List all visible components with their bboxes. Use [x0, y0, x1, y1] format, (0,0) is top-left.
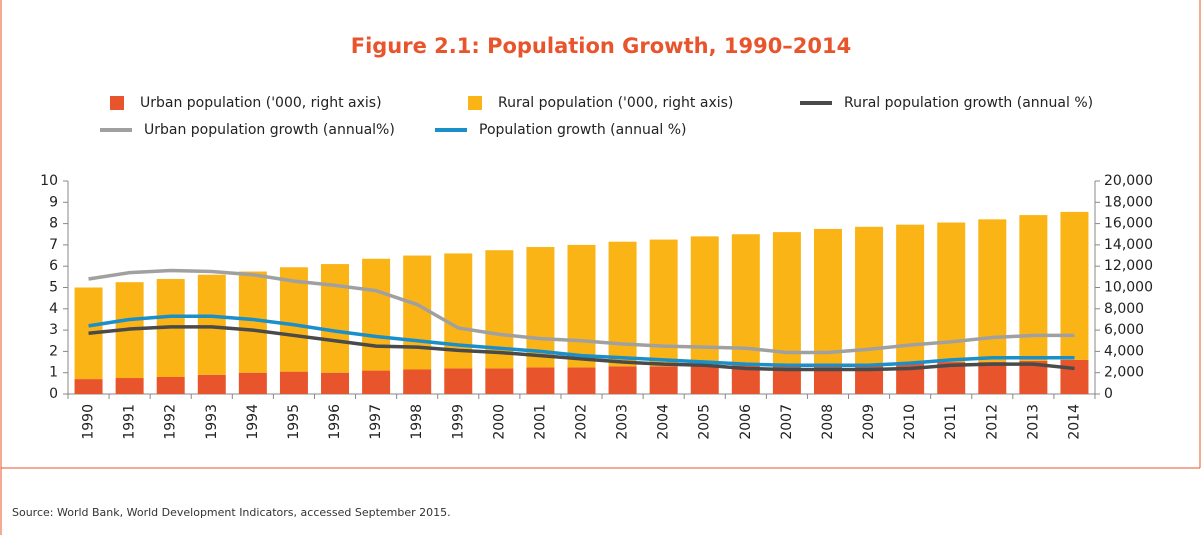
bar — [896, 224, 925, 364]
legend-swatch — [468, 96, 482, 110]
bar — [813, 228, 842, 365]
x-tick-label: 2012 — [984, 404, 1000, 440]
x-tick-label: 2009 — [861, 404, 877, 440]
x-tick-label: 1997 — [368, 404, 384, 440]
x-tick-label: 1995 — [286, 404, 302, 440]
x-tick-label: 2005 — [697, 404, 713, 440]
bar — [362, 370, 391, 394]
y-tick-label: 1 — [49, 365, 58, 381]
legend-swatch — [110, 96, 124, 110]
x-tick-label: 2007 — [779, 404, 795, 440]
bar — [321, 372, 350, 394]
bar — [197, 374, 226, 394]
x-tick-label: 2003 — [615, 404, 631, 440]
bar — [772, 232, 801, 366]
bar — [156, 376, 185, 394]
y-tick-label: 10 — [40, 173, 58, 189]
y2-tick-label: 20,000 — [1104, 173, 1153, 189]
y2-tick-label: 6,000 — [1104, 322, 1144, 338]
x-tick-label: 2004 — [656, 404, 672, 440]
x-tick-label: 1992 — [163, 404, 179, 440]
legend-label: Population growth (annual %) — [479, 122, 687, 138]
x-tick-label: 1999 — [450, 404, 466, 440]
x-tick-label: 2001 — [532, 404, 548, 440]
bar — [197, 274, 226, 375]
bar — [567, 367, 596, 394]
y2-tick-label: 18,000 — [1104, 194, 1153, 210]
y-tick-label: 9 — [49, 194, 58, 210]
y-tick-label: 5 — [49, 280, 58, 296]
bar — [485, 368, 514, 394]
x-tick-label: 1991 — [122, 404, 138, 440]
source: Source: World Bank, World Development In… — [12, 506, 451, 519]
y2-tick-label: 12,000 — [1104, 258, 1153, 274]
bar — [526, 247, 555, 368]
x-tick-label: 1993 — [204, 404, 220, 440]
bar — [567, 244, 596, 368]
y2-tick-label: 2,000 — [1104, 365, 1144, 381]
bar — [690, 366, 719, 394]
chart-title: Figure 2.1: Population Growth, 1990–2014 — [351, 34, 852, 58]
x-tick-label: 2010 — [902, 404, 918, 440]
legend-label: Urban population growth (annual%) — [144, 122, 395, 138]
y2-tick-label: 4,000 — [1104, 343, 1144, 359]
bar — [321, 264, 350, 373]
y-tick-label: 7 — [49, 237, 58, 253]
x-tick-label: 1996 — [327, 404, 343, 440]
bar — [444, 368, 473, 394]
line — [88, 325, 1075, 372]
x-tick-label: 1994 — [245, 404, 261, 440]
bar — [403, 255, 432, 370]
x-tick-label: 2011 — [943, 404, 959, 440]
x-tick-label: 1998 — [409, 404, 425, 440]
legend-label: Rural population growth (annual %) — [844, 95, 1093, 111]
bar — [608, 241, 637, 367]
y2-tick-label: 16,000 — [1104, 216, 1153, 232]
bar — [1019, 215, 1048, 361]
y-tick-label: 2 — [49, 343, 58, 359]
legend-label: Rural population ('000, right axis) — [498, 95, 733, 111]
x-tick-label: 2013 — [1025, 404, 1041, 440]
bar — [115, 378, 144, 394]
bar — [855, 226, 884, 365]
bar — [526, 367, 555, 394]
x-tick-label: 2006 — [738, 404, 754, 440]
bar — [279, 371, 308, 394]
y-tick-label: 3 — [49, 322, 58, 338]
bar — [731, 234, 760, 366]
x-tick-label: 2008 — [820, 404, 836, 440]
y2-tick-label: 14,000 — [1104, 237, 1153, 253]
y2-tick-label: 10,000 — [1104, 280, 1153, 296]
bar — [403, 369, 432, 394]
bar — [1060, 211, 1089, 360]
bar — [74, 379, 103, 394]
x-tick-label: 2014 — [1066, 404, 1082, 440]
y2-tick-label: 8,000 — [1104, 301, 1144, 317]
bar — [238, 372, 267, 394]
line — [88, 268, 1075, 355]
bar — [362, 258, 391, 371]
y-tick-label: 4 — [49, 301, 58, 317]
bar — [690, 236, 719, 367]
x-tick-label: 2000 — [491, 404, 507, 440]
x-tick-label: 2002 — [574, 404, 590, 440]
bar — [649, 366, 678, 394]
bar — [978, 219, 1007, 363]
bar — [1060, 359, 1089, 394]
legend-label: Urban population ('000, right axis) — [140, 95, 382, 111]
bar — [937, 222, 966, 363]
y2-tick-label: 0 — [1104, 386, 1113, 402]
y-tick-label: 0 — [49, 386, 58, 402]
bar — [279, 267, 308, 372]
y-tick-label: 8 — [49, 216, 58, 232]
x-tick-label: 1990 — [81, 404, 97, 440]
line — [88, 314, 1075, 367]
bar — [978, 362, 1007, 394]
bar — [608, 366, 637, 394]
y-tick-label: 6 — [49, 258, 58, 274]
